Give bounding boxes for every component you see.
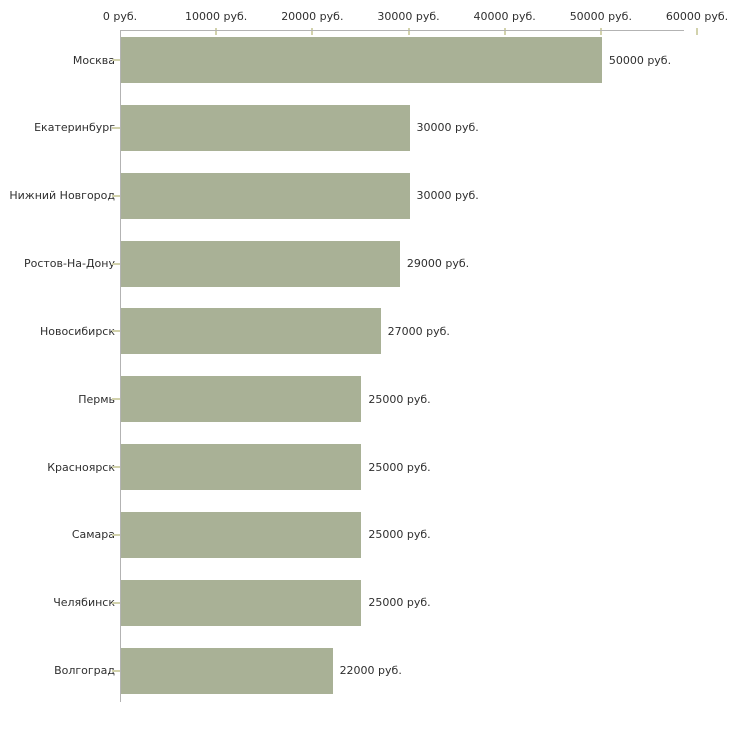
x-axis-tick xyxy=(407,28,410,35)
category-label: Ростов-На-Дону xyxy=(23,257,115,271)
value-label: 29000 руб. xyxy=(406,257,470,271)
x-axis-tick-label: 10000 руб. xyxy=(185,10,248,23)
x-axis-tick xyxy=(311,28,314,35)
bar xyxy=(121,172,410,219)
category-label: Красноярск xyxy=(47,460,115,474)
y-axis-tick xyxy=(112,262,120,265)
x-axis-tick xyxy=(215,28,218,35)
y-axis-tick xyxy=(112,330,120,333)
x-axis-tick-label: 20000 руб. xyxy=(281,10,344,23)
x-axis-tick-label: 40000 руб. xyxy=(473,10,536,23)
bar xyxy=(121,240,400,287)
y-axis-tick xyxy=(112,466,120,469)
y-axis-line xyxy=(120,30,121,702)
bar xyxy=(121,104,410,151)
x-axis-tick-label: 60000 руб. xyxy=(665,10,729,23)
value-label: 25000 руб. xyxy=(368,460,431,474)
x-axis-line xyxy=(120,30,684,31)
x-axis-tick xyxy=(696,28,698,35)
category-label: Москва xyxy=(72,53,115,67)
y-axis-tick xyxy=(112,59,120,61)
category-label: Волгоград xyxy=(54,664,115,678)
bar xyxy=(121,444,362,491)
x-axis-tick xyxy=(503,28,506,35)
category-label: Новосибирск xyxy=(39,324,115,338)
category-label: Пермь xyxy=(78,392,115,406)
category-label: Екатеринбург xyxy=(34,121,115,135)
y-axis-tick xyxy=(112,398,120,401)
value-label: 25000 руб. xyxy=(368,528,431,542)
value-label: 50000 руб. xyxy=(608,53,672,67)
category-label: Челябинск xyxy=(53,596,115,610)
bar xyxy=(121,376,362,423)
y-axis-tick xyxy=(112,533,120,536)
bar xyxy=(121,579,362,626)
y-axis-tick xyxy=(112,194,120,197)
category-label: Нижний Новгород xyxy=(9,189,115,203)
y-axis-tick xyxy=(112,669,120,672)
value-label: 25000 руб. xyxy=(368,596,431,610)
x-axis-tick xyxy=(599,28,602,35)
y-axis-tick xyxy=(112,126,120,129)
bar xyxy=(121,647,333,694)
x-axis-tick-label: 50000 руб. xyxy=(569,10,632,23)
x-axis-tick-label: 30000 руб. xyxy=(377,10,440,23)
value-label: 30000 руб. xyxy=(416,189,479,203)
value-label: 30000 руб. xyxy=(416,121,479,135)
bar xyxy=(121,511,362,558)
value-label: 27000 руб. xyxy=(387,324,450,338)
value-label: 22000 руб. xyxy=(339,664,402,678)
bar xyxy=(121,37,602,83)
category-label: Самара xyxy=(71,528,115,542)
y-axis-tick xyxy=(112,601,120,604)
value-label: 25000 руб. xyxy=(368,392,431,406)
x-axis-tick-label: 0 руб. xyxy=(102,10,138,23)
bar xyxy=(121,308,381,355)
